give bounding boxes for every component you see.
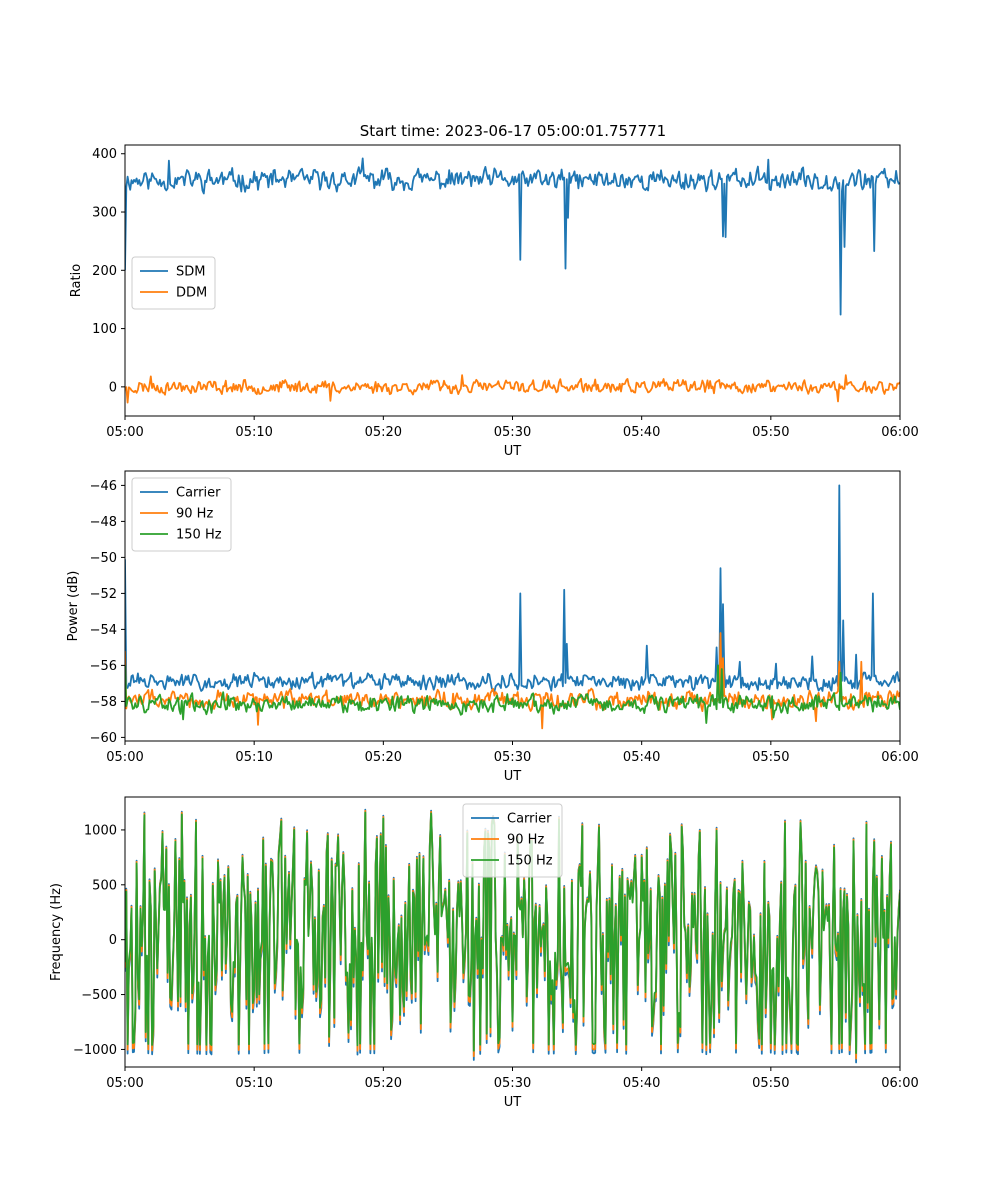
series-line-ddm xyxy=(125,374,900,404)
panel-frequency: 05:00 05:10 05:20 05:30 05:40 05:50 06:00 −1000… xyxy=(49,796,919,1110)
x-axis-label: UT xyxy=(504,769,522,784)
legend-box xyxy=(131,477,232,552)
y-tick-label: 200 xyxy=(92,264,117,279)
x-tick-label: 05:10 xyxy=(235,750,272,765)
legend-label: 90 Hz xyxy=(507,833,544,848)
x-tick-label: 05:50 xyxy=(752,425,789,440)
series-lines xyxy=(125,157,900,404)
legend-label: Carrier xyxy=(507,812,552,827)
legend-label: SDM xyxy=(176,265,205,280)
x-tick-label: 05:40 xyxy=(623,425,660,440)
x-tick-label: 05:50 xyxy=(752,1076,789,1091)
y-tick-label: −48 xyxy=(90,515,117,530)
y-tick-label: 0 xyxy=(109,380,117,395)
figure-title: Start time: 2023-06-17 05:00:01.757771 xyxy=(360,122,666,140)
y-axis-label: Ratio xyxy=(69,264,84,297)
legend-label: 150 Hz xyxy=(176,528,222,543)
x-tick-label: 05:40 xyxy=(623,750,660,765)
x-axis-label: UT xyxy=(504,1095,522,1110)
panel-ratio: 05:00 05:10 05:20 05:30 05:40 05:50 06:00 0 100 2… xyxy=(69,144,919,459)
y-tick-label: −60 xyxy=(90,731,117,746)
legend: Carrier 90 Hz 150 Hz xyxy=(131,477,232,552)
legend-label: Carrier xyxy=(176,486,221,501)
y-tick-label: 300 xyxy=(92,206,117,221)
y-axis-label: Power (dB) xyxy=(66,571,81,642)
y-axis-label: Frequency (Hz) xyxy=(49,883,64,981)
x-tick-label: 05:10 xyxy=(235,1076,272,1091)
x-tick-label: 05:00 xyxy=(106,1076,143,1091)
legend-box xyxy=(131,256,216,310)
legend-label: DDM xyxy=(176,286,207,301)
y-tick-label: 500 xyxy=(92,878,117,893)
series-line-carrier xyxy=(125,484,900,693)
series-line-150-hz xyxy=(125,664,900,724)
y-tick-label: −56 xyxy=(90,659,117,674)
y-tick-label: −54 xyxy=(90,623,117,638)
x-tick-label: 06:00 xyxy=(881,425,918,440)
series-line-150-hz xyxy=(125,811,900,1054)
x-tick-label: 05:20 xyxy=(365,425,402,440)
x-tick-label: 05:30 xyxy=(494,1076,531,1091)
x-tick-label: 05:00 xyxy=(106,750,143,765)
x-tick-label: 05:30 xyxy=(494,750,531,765)
series-lines xyxy=(125,484,900,730)
legend-label: 150 Hz xyxy=(507,854,553,869)
series-line-sdm xyxy=(125,157,900,316)
legend-box xyxy=(462,803,563,878)
series-lines xyxy=(125,808,900,1064)
x-tick-label: 05:00 xyxy=(106,425,143,440)
legend: SDM DDM xyxy=(131,256,216,310)
x-tick-label: 05:40 xyxy=(623,1076,660,1091)
y-tick-label: −52 xyxy=(90,587,117,602)
y-tick-label: −58 xyxy=(90,695,117,710)
y-tick-label: 400 xyxy=(92,147,117,162)
x-tick-label: 05:20 xyxy=(365,1076,402,1091)
y-tick-label: −50 xyxy=(90,551,117,566)
x-tick-label: 05:20 xyxy=(365,750,402,765)
x-tick-label: 05:50 xyxy=(752,750,789,765)
x-axis-label: UT xyxy=(504,444,522,459)
legend: Carrier 90 Hz 150 Hz xyxy=(462,803,563,878)
y-tick-label: 0 xyxy=(109,933,117,948)
legend-label: 90 Hz xyxy=(176,507,213,522)
x-tick-label: 05:10 xyxy=(235,425,272,440)
y-tick-label: 1000 xyxy=(84,823,117,838)
x-tick-label: 05:30 xyxy=(494,425,531,440)
x-tick-label: 06:00 xyxy=(881,1076,918,1091)
y-tick-label: −500 xyxy=(81,988,117,1003)
y-tick-label: −46 xyxy=(90,479,117,494)
x-tick-label: 06:00 xyxy=(881,750,918,765)
y-tick-label: −1000 xyxy=(73,1043,117,1058)
y-tick-label: 100 xyxy=(92,322,117,337)
panel-power: 05:00 05:10 05:20 05:30 05:40 05:50 06:00 −60 −5… xyxy=(66,470,919,784)
